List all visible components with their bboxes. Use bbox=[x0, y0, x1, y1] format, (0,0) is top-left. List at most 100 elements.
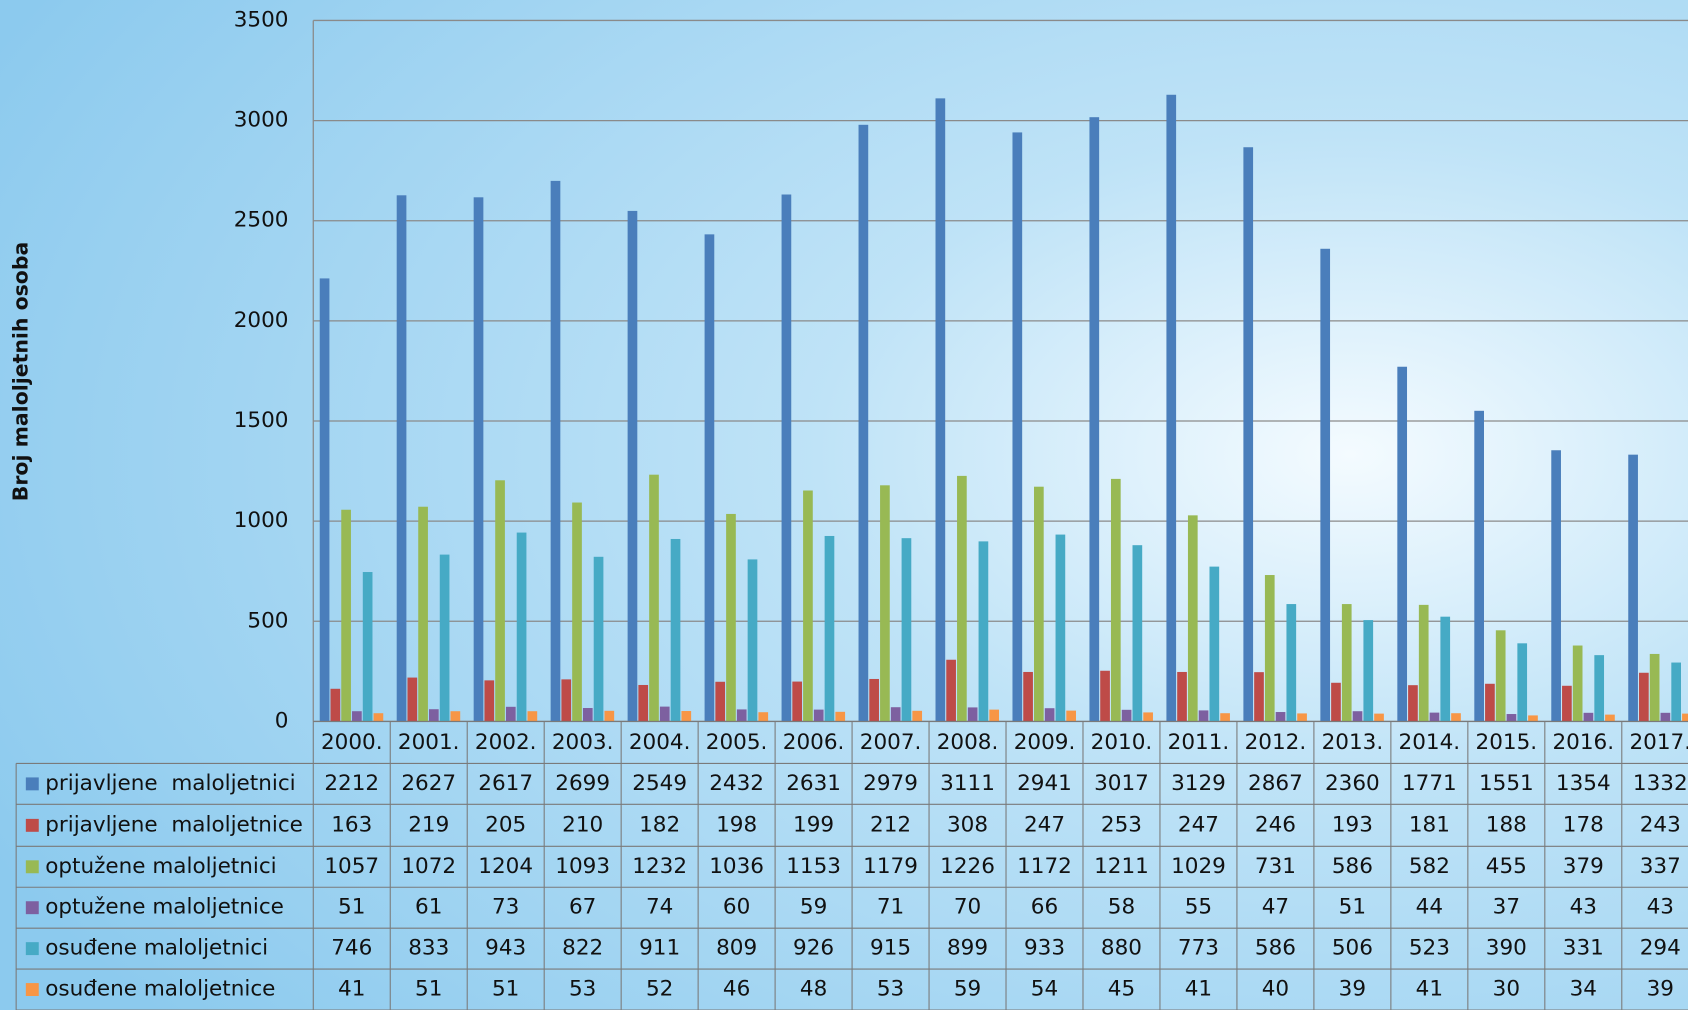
bar bbox=[1342, 604, 1352, 721]
table-cell: 34 bbox=[1570, 977, 1597, 1002]
bar bbox=[792, 682, 802, 722]
bar bbox=[1628, 455, 1638, 722]
bar bbox=[726, 514, 736, 721]
table-cell: 41 bbox=[1416, 977, 1443, 1002]
bar bbox=[1671, 663, 1681, 722]
bar bbox=[1133, 545, 1143, 721]
table-cell: 205 bbox=[485, 812, 526, 837]
table-cell: 54 bbox=[1031, 977, 1058, 1002]
legend-swatch bbox=[26, 819, 39, 832]
table-cell: 39 bbox=[1339, 977, 1366, 1002]
bar bbox=[891, 707, 901, 721]
table-cell: 37 bbox=[1493, 895, 1520, 920]
bar bbox=[957, 476, 967, 722]
bar bbox=[1584, 713, 1594, 722]
bar bbox=[758, 712, 768, 721]
bar bbox=[1507, 714, 1517, 721]
bar bbox=[451, 711, 461, 721]
bar bbox=[1100, 671, 1110, 722]
x-tick-label: 2006. bbox=[783, 730, 845, 755]
table-cell: 193 bbox=[1332, 812, 1373, 837]
table-cell: 1153 bbox=[786, 854, 841, 879]
bar bbox=[1111, 479, 1121, 722]
table-cell: 59 bbox=[800, 895, 827, 920]
bar bbox=[1408, 685, 1418, 721]
bar bbox=[1143, 712, 1153, 721]
table-cell: 294 bbox=[1640, 936, 1681, 961]
bar bbox=[1551, 450, 1561, 721]
x-tick-label: 2005. bbox=[706, 730, 768, 755]
bar bbox=[859, 125, 869, 722]
table-cell: 911 bbox=[639, 936, 680, 961]
bar bbox=[946, 660, 956, 722]
bar bbox=[1243, 147, 1253, 721]
table-cell: 1072 bbox=[401, 854, 456, 879]
x-tick-label: 2012. bbox=[1245, 730, 1307, 755]
x-tick-label: 2017. bbox=[1629, 730, 1688, 755]
x-tick-label: 2009. bbox=[1014, 730, 1076, 755]
table-cell: 1172 bbox=[1017, 854, 1072, 879]
bar bbox=[374, 713, 384, 721]
table-cell: 933 bbox=[1024, 936, 1065, 961]
bar bbox=[968, 707, 978, 721]
table-cell: 455 bbox=[1486, 854, 1527, 879]
table-cell: 53 bbox=[569, 977, 596, 1002]
bar bbox=[528, 711, 538, 721]
legend-swatch bbox=[26, 983, 39, 996]
table-cell: 809 bbox=[716, 936, 757, 961]
bar bbox=[440, 555, 450, 722]
bar bbox=[474, 197, 484, 721]
bar bbox=[1188, 515, 1198, 721]
bar bbox=[835, 712, 845, 722]
table-cell: 833 bbox=[408, 936, 449, 961]
table-cell: 582 bbox=[1409, 854, 1450, 879]
legend-label: optužene maloljetnici bbox=[45, 854, 276, 879]
bar bbox=[1023, 672, 1033, 721]
table-cell: 74 bbox=[646, 895, 673, 920]
bar bbox=[594, 557, 604, 722]
x-tick-label: 2008. bbox=[937, 730, 999, 755]
bar bbox=[1363, 620, 1373, 721]
table-cell: 1057 bbox=[324, 854, 379, 879]
bar bbox=[418, 507, 428, 722]
bar bbox=[1122, 710, 1132, 722]
legend-swatch bbox=[26, 777, 39, 790]
table-cell: 943 bbox=[485, 936, 526, 961]
table-cell: 1204 bbox=[478, 854, 533, 879]
table-cell: 163 bbox=[331, 812, 372, 837]
y-tick-label: 500 bbox=[247, 608, 288, 633]
bar bbox=[1485, 684, 1495, 722]
bar bbox=[936, 98, 946, 721]
x-tick-label: 2001. bbox=[398, 730, 460, 755]
table-cell: 60 bbox=[723, 895, 750, 920]
x-tick-label: 2002. bbox=[475, 730, 537, 755]
table-cell: 243 bbox=[1640, 812, 1681, 837]
bar bbox=[1605, 715, 1615, 722]
table-cell: 212 bbox=[870, 812, 911, 837]
bar bbox=[583, 708, 593, 721]
bar bbox=[748, 559, 758, 721]
table-cell: 379 bbox=[1563, 854, 1604, 879]
x-tick-label: 2010. bbox=[1091, 730, 1153, 755]
bar bbox=[429, 709, 439, 721]
bar bbox=[363, 572, 373, 721]
table-cell: 2627 bbox=[401, 771, 456, 796]
table-cell: 178 bbox=[1563, 812, 1604, 837]
bar bbox=[912, 711, 922, 722]
bar bbox=[638, 685, 648, 721]
bar bbox=[1397, 367, 1407, 722]
table-cell: 822 bbox=[562, 936, 603, 961]
table-cell: 1179 bbox=[863, 854, 918, 879]
table-cell: 253 bbox=[1101, 812, 1142, 837]
bar bbox=[671, 539, 681, 721]
table-cell: 198 bbox=[716, 812, 757, 837]
table-cell: 1036 bbox=[709, 854, 764, 879]
bar bbox=[506, 707, 516, 722]
table-cell: 2941 bbox=[1017, 771, 1072, 796]
table-cell: 71 bbox=[877, 895, 904, 920]
bar bbox=[1562, 686, 1572, 722]
bar bbox=[1177, 672, 1187, 721]
table-cell: 55 bbox=[1185, 895, 1212, 920]
x-tick-label: 2013. bbox=[1322, 730, 1384, 755]
bar bbox=[979, 541, 989, 721]
